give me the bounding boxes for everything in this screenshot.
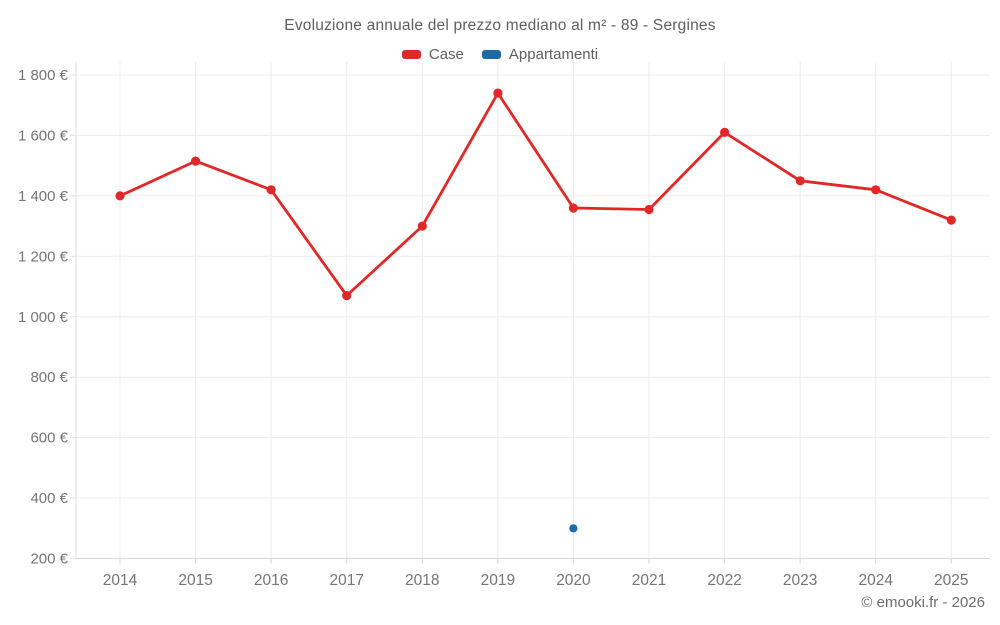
y-axis-tick-label: 400 € <box>30 490 68 507</box>
data-point-case-2024[interactable] <box>871 185 881 195</box>
x-axis-tick-label: 2022 <box>707 572 741 589</box>
y-gridlines <box>70 74 990 559</box>
data-point-case-2025[interactable] <box>946 215 956 225</box>
x-axis-tick-label: 2020 <box>556 572 591 589</box>
series-appartamenti <box>569 524 578 533</box>
y-axis-tick-label: 600 € <box>30 430 68 447</box>
legend-label-case: Case <box>428 46 464 63</box>
legend-swatch-case <box>401 50 421 59</box>
data-point-case-2020[interactable] <box>568 203 579 213</box>
series-case <box>115 88 956 301</box>
x-axis-tick-label: 2021 <box>632 572 666 589</box>
data-point-case-2016[interactable] <box>266 185 276 195</box>
chart-title: Evoluzione annuale del prezzo mediano al… <box>284 17 716 34</box>
data-point-case-2014[interactable] <box>115 191 125 201</box>
x-axis-tick-label: 2025 <box>934 572 968 589</box>
y-axis-tick-label: 1 000 € <box>18 309 69 326</box>
y-axis-tick-label: 800 € <box>30 369 68 386</box>
y-axis-labels: 200 € 400 € 600 € 800 € 1 000 € 1 200 € 1 400 … <box>18 67 69 568</box>
data-point-case-2022[interactable] <box>720 127 730 137</box>
data-point-case-2021[interactable] <box>644 204 654 215</box>
x-axis-tick-label: 2016 <box>254 572 288 589</box>
series-line-case <box>118 91 953 297</box>
x-axis-tick-label: 2015 <box>178 572 212 589</box>
x-axis-tick-label: 2023 <box>783 572 817 589</box>
axes <box>75 62 990 559</box>
data-point-case-2018[interactable] <box>417 221 427 231</box>
copyright: © emooki.fr - 2026 <box>861 594 985 611</box>
x-axis-tick-label: 2018 <box>405 572 439 589</box>
x-gridlines <box>119 62 952 564</box>
y-axis-tick-label: 1 600 € <box>18 127 69 144</box>
data-point-case-2019[interactable] <box>493 88 503 98</box>
legend: Case Appartamenti <box>0 46 1000 63</box>
legend-swatch-appartamenti <box>481 50 501 59</box>
x-axis-tick-label: 2014 <box>103 572 138 589</box>
data-point-case-2017[interactable] <box>342 291 352 301</box>
data-point-case-2015[interactable] <box>191 156 201 166</box>
y-axis-tick-label: 200 € <box>30 551 68 568</box>
legend-label-appartamenti: Appartamenti <box>508 46 599 63</box>
x-axis-tick-label: 2017 <box>329 572 363 589</box>
y-axis-tick-label: 1 200 € <box>18 248 69 265</box>
x-axis-labels: 2014 2015 2016 2017 2018 2019 2020 2021 2022 2023… <box>103 572 969 589</box>
y-axis-tick-label: 1 800 € <box>18 67 69 84</box>
legend-item-appartamenti[interactable]: Appartamenti <box>481 46 599 63</box>
x-axis-tick-label: 2019 <box>481 572 515 589</box>
x-axis-tick-label: 2024 <box>858 572 893 589</box>
y-axis-tick-label: 1 400 € <box>18 188 69 205</box>
data-point-case-2023[interactable] <box>795 176 805 186</box>
legend-item-case[interactable]: Case <box>401 46 464 63</box>
data-point-appartamenti-2020[interactable] <box>569 524 578 533</box>
